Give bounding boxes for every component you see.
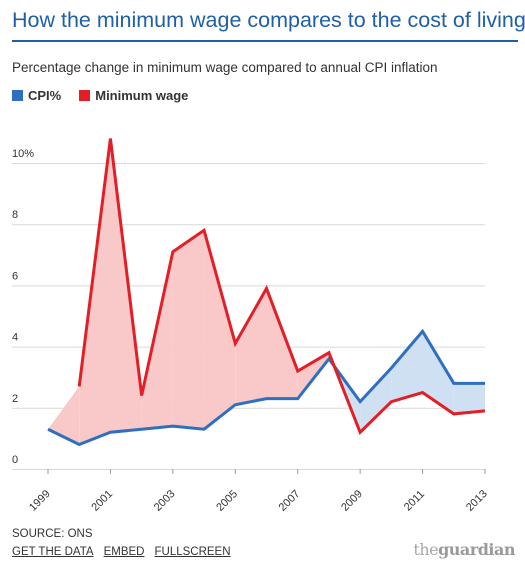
x-tick-label-2001: 2001: [89, 488, 115, 514]
y-tick-label-2: 2: [12, 393, 18, 405]
fill-area-2002: [141, 251, 173, 430]
source-note: SOURCE: ONS: [12, 528, 93, 540]
fill-area-2006: [266, 288, 298, 399]
get-data-link[interactable]: GET THE DATA: [12, 546, 94, 558]
legend: CPI% Minimum wage: [12, 88, 206, 103]
fill-area-2000: [79, 138, 111, 445]
legend-swatch-wage: [79, 90, 91, 101]
legend-label-cpi: CPI%: [28, 88, 62, 103]
embed-link[interactable]: EMBED: [103, 546, 145, 558]
y-tick-label-4: 4: [12, 332, 18, 344]
x-tick-label-2013: 2013: [464, 488, 490, 514]
x-tick-label-1999: 1999: [27, 488, 53, 514]
fill-area-2010: [391, 331, 423, 402]
chart-title: How the minimum wage compares to the cos…: [12, 8, 525, 32]
fill-area-2012: [453, 383, 485, 414]
fill-area-2009: [360, 368, 392, 433]
footer-links: GET THE DATA EMBED FULLSCREEN: [12, 546, 241, 558]
x-tick-label-2003: 2003: [152, 488, 178, 514]
fill-area-1999: [48, 386, 80, 445]
fullscreen-link[interactable]: FULLSCREEN: [154, 546, 231, 558]
line-chart: 0 2 4 6 8 10% 1999 2001 2003 2005 2007 2009 2011 2013: [12, 138, 490, 514]
fill-area-2005: [235, 288, 267, 405]
x-tick-label-2007: 2007: [277, 488, 303, 514]
fill-area-2011: [422, 331, 454, 414]
x-tick-label-2005: 2005: [214, 488, 240, 514]
legend-swatch-cpi: [12, 90, 23, 101]
x-tick-label-2009: 2009: [339, 488, 365, 514]
brand-prefix: the: [413, 540, 439, 559]
brand-name: guardian: [438, 540, 515, 559]
y-tick-label-10: 10%: [12, 148, 34, 160]
title-rule: [12, 40, 518, 42]
y-tick-label-0: 0: [12, 454, 18, 466]
chart-subtitle: Percentage change in minimum wage compar…: [12, 60, 438, 75]
series-line-minimum-wage: [77, 138, 486, 435]
line-layer: [47, 138, 486, 447]
y-tick-label-8: 8: [12, 209, 18, 221]
legend-label-wage: Minimum wage: [95, 88, 189, 103]
legend-item-cpi: CPI%: [12, 88, 61, 103]
y-tick-label-6: 6: [12, 270, 18, 282]
x-tick-label-2011: 2011: [402, 488, 427, 513]
guardian-logo: theguardian: [413, 540, 515, 559]
fill-area-2004: [204, 230, 236, 430]
legend-item-wage: Minimum wage: [79, 88, 188, 103]
series-line-cpi: [47, 328, 485, 447]
fill-area-2003: [172, 230, 205, 430]
